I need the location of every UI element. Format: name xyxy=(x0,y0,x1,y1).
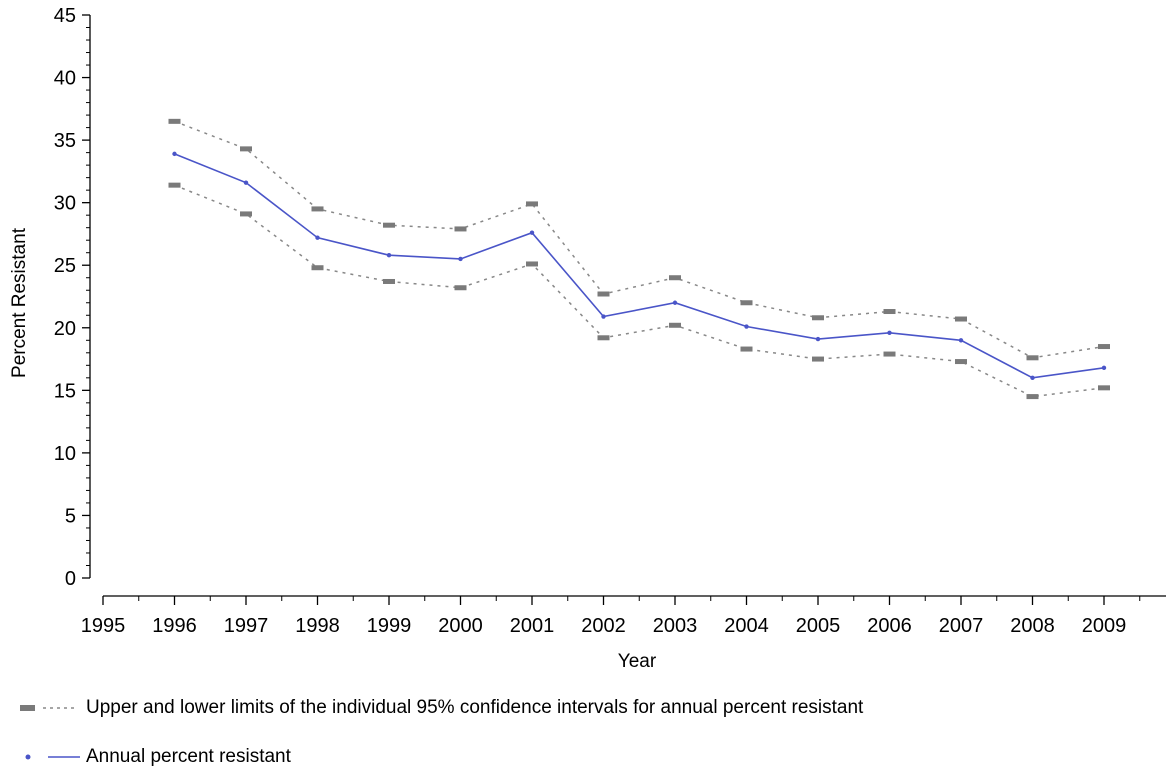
ci-upper-point xyxy=(597,291,610,297)
ci-lower-point xyxy=(311,265,324,271)
ci-lower-point xyxy=(526,261,538,267)
x-tick-label: 2007 xyxy=(939,615,984,637)
legend-ci: Upper and lower limits of the individual… xyxy=(0,693,1168,723)
annual-percent-point xyxy=(315,235,320,240)
series-layer xyxy=(168,118,1110,400)
x-tick-label: 2000 xyxy=(438,615,483,637)
y-tick-label: 20 xyxy=(54,318,76,340)
annual-percent-point xyxy=(1030,375,1035,381)
annual-percent-point xyxy=(672,300,678,305)
annual-percent-point xyxy=(458,256,463,262)
ci-lower-line xyxy=(174,184,1105,398)
ci-lower-point xyxy=(669,322,681,328)
annual-percent-point xyxy=(815,336,821,342)
x-tick-label: 2003 xyxy=(653,615,698,637)
ci-lower-point xyxy=(383,278,395,284)
y-tick-label: 25 xyxy=(54,255,76,277)
ci-lower-point xyxy=(168,182,181,188)
y-tick-label: 35 xyxy=(54,130,76,152)
legend-ci-marker xyxy=(20,705,78,711)
annual-percent-point xyxy=(529,230,535,235)
ci-lower-point xyxy=(1026,394,1039,400)
annual-percent-point xyxy=(243,180,249,185)
ci-upper-line xyxy=(174,120,1105,359)
ci-upper-point xyxy=(526,201,538,207)
y-tick-label: 30 xyxy=(54,193,76,215)
x-tick-label: 2005 xyxy=(796,615,841,637)
annual-percent-point xyxy=(958,338,964,343)
ci-upper-point xyxy=(883,309,896,315)
x-tick-label: 1997 xyxy=(224,615,269,637)
x-tick-label: 1999 xyxy=(367,615,412,637)
x-tick-label: 2009 xyxy=(1082,615,1127,637)
annual-percent-point xyxy=(386,253,392,258)
x-tick-label: 2004 xyxy=(724,615,769,637)
x-tick-label: 1996 xyxy=(152,615,197,637)
ci-lower-point xyxy=(1098,385,1110,391)
ci-lower-point xyxy=(955,359,967,365)
x-tick-label: 2002 xyxy=(581,615,626,637)
annual-percent-line xyxy=(174,153,1105,379)
ci-upper-point xyxy=(383,222,395,228)
x-axis: 1995 1996 1997 1998 1999 2000 2001 2002 2003 2004… xyxy=(81,595,1166,637)
y-tick-label: 40 xyxy=(54,68,76,90)
y-tick-label: 0 xyxy=(65,568,76,590)
ci-lower-point xyxy=(812,356,824,362)
ci-upper-point xyxy=(240,146,252,152)
ci-upper-point xyxy=(1098,344,1110,350)
annual-percent-point xyxy=(172,151,177,157)
ci-upper-point xyxy=(454,226,467,232)
ci-upper-point xyxy=(740,300,753,306)
y-axis: 0 5 10 15 20 25 30 35 40 45 xyxy=(54,5,91,590)
x-tick-label: 1998 xyxy=(295,615,340,637)
y-axis-title: Percent Resistant xyxy=(9,227,30,378)
ci-upper-point xyxy=(812,315,824,321)
ci-upper-point xyxy=(669,275,681,281)
y-tick-label: 15 xyxy=(54,380,76,402)
x-tick-label: 2006 xyxy=(867,615,912,637)
y-tick-label: 5 xyxy=(65,505,76,527)
y-tick-label: 45 xyxy=(54,5,76,27)
ci-lower-point xyxy=(240,211,252,217)
x-tick-label: 1995 xyxy=(81,615,126,637)
ci-upper-point xyxy=(955,316,967,322)
annual-percent-point xyxy=(601,314,606,319)
annual-percent-point xyxy=(744,324,749,329)
x-tick-label: 2008 xyxy=(1010,615,1055,637)
ci-lower-point xyxy=(883,351,896,357)
ci-upper-point xyxy=(1026,355,1039,361)
x-axis-title: Year xyxy=(618,651,657,672)
legend-annual-label: Annual percent resistant xyxy=(86,746,291,767)
ci-lower-point xyxy=(454,285,467,291)
annual-percent-point xyxy=(887,330,892,335)
legend-annual: Annual percent resistant xyxy=(0,742,1168,772)
legend-annual-marker xyxy=(25,754,80,760)
legend-ci-label: Upper and lower limits of the individual… xyxy=(86,697,864,718)
ci-lower-point xyxy=(597,335,610,341)
ci-upper-point xyxy=(311,206,324,212)
x-tick-label: 2001 xyxy=(510,615,555,637)
annual-percent-point xyxy=(1101,365,1107,371)
ci-upper-point xyxy=(168,118,181,124)
ci-lower-point xyxy=(740,346,753,352)
y-tick-label: 10 xyxy=(54,443,76,465)
